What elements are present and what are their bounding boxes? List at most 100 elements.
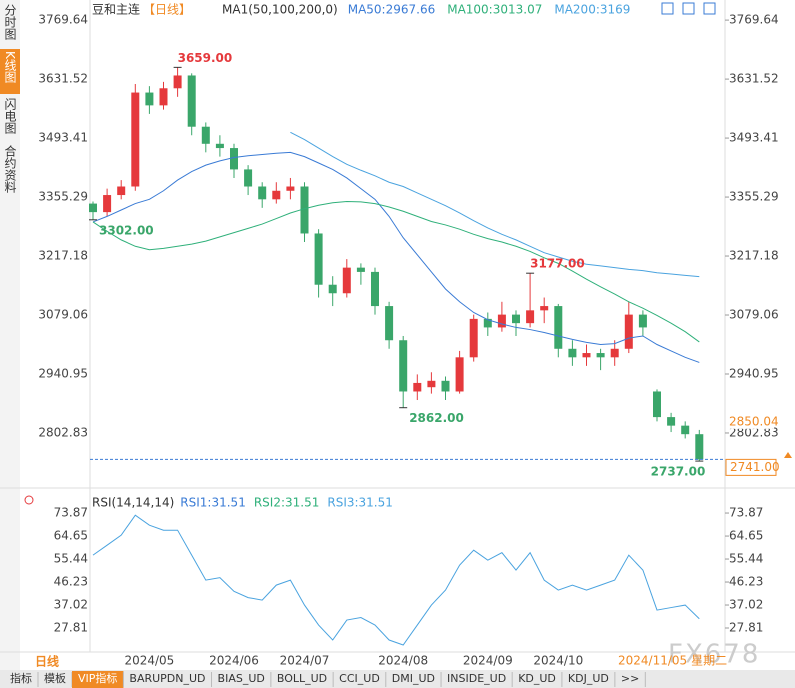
legend-entry: MA50:2967.66 bbox=[348, 3, 436, 17]
x-tick-label: 2024/10 bbox=[533, 654, 583, 668]
y-tick-label: 73.87 bbox=[729, 506, 763, 520]
candle-body bbox=[526, 310, 535, 324]
candle-body bbox=[258, 186, 267, 200]
candle-body bbox=[483, 318, 492, 328]
icon[interactable] bbox=[661, 2, 674, 15]
tab[interactable]: DMI_UD bbox=[392, 672, 435, 685]
sidebar bbox=[0, 0, 20, 670]
candle-body bbox=[385, 306, 394, 341]
candle-body bbox=[667, 417, 676, 426]
sidebar-tab[interactable]: 分时图 bbox=[3, 4, 17, 40]
candle-body bbox=[610, 348, 619, 358]
tab[interactable]: VIP指标 bbox=[78, 671, 117, 685]
candle-body bbox=[695, 434, 704, 460]
candle-body bbox=[540, 306, 549, 311]
cursor-weekday: 星期二 bbox=[691, 654, 727, 668]
rsi-title: RSI(14,14,14) bbox=[92, 496, 174, 510]
candle-body bbox=[441, 380, 450, 392]
arrow-icon[interactable] bbox=[784, 452, 792, 458]
ma-line bbox=[92, 200, 700, 343]
x-tick-label: 2024/09 bbox=[463, 654, 513, 668]
y-tick-label: 3769.64 bbox=[729, 13, 779, 27]
candle-body bbox=[371, 271, 379, 307]
y-tick-label: 3217.18 bbox=[729, 249, 779, 263]
tab[interactable]: BOLL_UD bbox=[277, 672, 327, 685]
x-tick-label: 2024/07 bbox=[280, 654, 330, 668]
tab[interactable]: BARUPDN_UD bbox=[129, 672, 205, 685]
y-tick-label: 2940.95 bbox=[729, 366, 779, 380]
y-tick-label: 3355.29 bbox=[729, 190, 779, 204]
x-tick-label: 2024/08 bbox=[378, 654, 428, 668]
y-tick-label: 3769.64 bbox=[38, 13, 88, 27]
candle-body bbox=[582, 353, 591, 358]
rsi-line bbox=[92, 514, 700, 646]
candle-body bbox=[356, 267, 365, 272]
annotation-label: 2737.00 bbox=[651, 465, 706, 479]
icon[interactable] bbox=[682, 2, 695, 15]
candle-body bbox=[103, 195, 112, 213]
candle-body bbox=[244, 169, 253, 187]
candle-body bbox=[230, 148, 238, 170]
rsi-settings-icon[interactable] bbox=[24, 495, 34, 505]
sidebar-tab[interactable]: 闪电图 bbox=[3, 98, 17, 134]
tab[interactable]: 模板 bbox=[44, 671, 66, 685]
icon[interactable] bbox=[703, 2, 716, 15]
cursor-date: 2024/11/05 bbox=[618, 654, 687, 668]
y-tick-label: 3631.52 bbox=[38, 72, 88, 86]
candle-body bbox=[681, 425, 690, 435]
tab[interactable]: KDJ_UD bbox=[568, 672, 609, 685]
y-tick-label: 27.81 bbox=[54, 621, 88, 635]
tab[interactable]: CCI_UD bbox=[339, 672, 380, 685]
candle-body bbox=[215, 143, 224, 149]
tab-active bbox=[72, 671, 124, 688]
tab[interactable]: >> bbox=[621, 672, 639, 685]
period-label[interactable]: 日线 bbox=[35, 654, 59, 669]
last-price-box bbox=[725, 458, 777, 476]
tab[interactable]: BIAS_UD bbox=[218, 672, 265, 685]
tab[interactable]: 指标 bbox=[10, 671, 32, 685]
tab[interactable]: INSIDE_UD bbox=[447, 672, 506, 685]
y-tick-label: 3493.41 bbox=[729, 131, 779, 145]
y-tick-label: 37.02 bbox=[54, 598, 88, 612]
candle-body bbox=[187, 75, 196, 127]
ma-params: MA1(50,100,200,0) bbox=[222, 3, 338, 17]
y-tick-label: 3493.41 bbox=[38, 131, 88, 145]
candle-body bbox=[89, 203, 97, 213]
candle-body bbox=[512, 314, 520, 324]
y-tick-label: 73.87 bbox=[54, 506, 88, 520]
period[interactable]: 【日线】 bbox=[143, 3, 191, 17]
candle-body bbox=[145, 92, 154, 106]
candle-body bbox=[554, 306, 563, 349]
y-tick-label: 46.23 bbox=[54, 575, 88, 589]
candle-body bbox=[596, 353, 605, 358]
y-tick-label: 55.44 bbox=[729, 552, 763, 566]
candle-body bbox=[300, 186, 309, 234]
y-tick-label: 2802.83 bbox=[38, 425, 88, 439]
candle-body bbox=[173, 75, 182, 89]
candle-body bbox=[497, 314, 506, 328]
symbol: 豆和主连 bbox=[92, 2, 140, 17]
tab-bar bbox=[0, 670, 795, 688]
tab[interactable]: KD_UD bbox=[518, 672, 556, 685]
candle-body bbox=[455, 357, 464, 392]
candle-body bbox=[469, 318, 478, 358]
last-price-label: 2741.00 bbox=[730, 460, 780, 474]
candle-body bbox=[624, 314, 633, 349]
marker-price-label: 2850.04 bbox=[729, 414, 779, 428]
candle-body bbox=[413, 382, 422, 392]
sidebar-tab[interactable]: K线图 bbox=[3, 51, 17, 83]
annotation-label: 2862.00 bbox=[409, 411, 464, 425]
y-tick-label: 2802.83 bbox=[729, 425, 779, 439]
candle-body bbox=[159, 88, 168, 106]
candle-body bbox=[272, 190, 281, 200]
y-tick-label: 3079.06 bbox=[38, 308, 88, 322]
legend-entry: RSI1:31.51 bbox=[180, 496, 246, 510]
legend-entry: MA200:3169 bbox=[554, 3, 630, 17]
sidebar-tab[interactable]: 合约资料 bbox=[3, 144, 17, 193]
y-tick-label: 3079.06 bbox=[729, 308, 779, 322]
candle-body bbox=[314, 233, 323, 285]
candle-body bbox=[117, 186, 126, 196]
